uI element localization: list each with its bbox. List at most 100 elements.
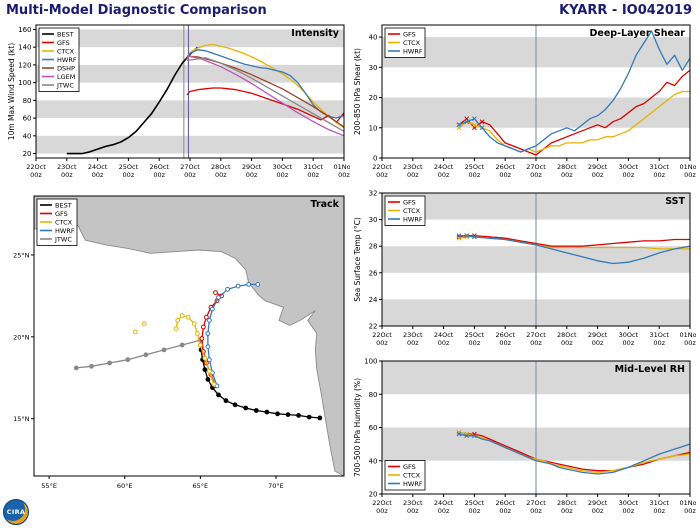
- intensity-band: [36, 64, 344, 83]
- shear-xtick: 00z: [376, 171, 388, 179]
- intensity-xtick: 28Oct: [211, 163, 231, 171]
- shear-xtick: 00z: [623, 171, 635, 179]
- track-marker-BEST: [285, 412, 291, 418]
- intensity-xtick: 00z: [92, 171, 104, 179]
- intensity-xtick: 26Oct: [149, 163, 169, 171]
- track-marker-GFS: [199, 336, 205, 341]
- shear-legend-label-CTCX: CTCX: [403, 39, 421, 47]
- intensity-xtick: 00z: [338, 171, 350, 179]
- shear-xtick: 26Oct: [495, 163, 515, 171]
- rh-legend-label-GFS: GFS: [403, 463, 416, 471]
- sst-chart: 22 24 26 28 30 32 22Oct 00z 23Oct 00z 24Oct 00z 25Oc…: [352, 189, 700, 356]
- intensity-legend-label-DSHP: DSHP: [57, 65, 75, 73]
- sst-ytick: 28: [369, 243, 378, 251]
- rh-xtick: 23Oct: [403, 499, 423, 507]
- sst-legend-label-CTCX: CTCX: [403, 207, 421, 215]
- rh-xtick: 27Oct: [526, 499, 546, 507]
- map-lon-tick: 60°E: [117, 482, 133, 490]
- track-marker-BEST: [275, 411, 280, 417]
- sst-title: SST: [665, 196, 685, 207]
- intensity-ytick: 20: [23, 150, 32, 158]
- track-marker-CTCX: [185, 314, 191, 320]
- shear-ytick: 20: [369, 94, 378, 102]
- track-marker-CTCX: [207, 368, 212, 374]
- sst-x-marker: [472, 234, 477, 240]
- intensity-xtick: 00z: [123, 171, 135, 179]
- rh-xtick: 00z: [561, 507, 573, 515]
- intensity-legend-label-GFS: GFS: [57, 39, 70, 47]
- shear-xtick: 31Oct: [649, 163, 669, 171]
- track-marker-BEST: [296, 413, 302, 418]
- intensity-xtick: 29Oct: [242, 163, 262, 171]
- track-marker-BEST: [306, 414, 312, 420]
- shear-xtick: 00z: [438, 171, 450, 179]
- shear-x-marker: [464, 119, 470, 125]
- track-map: 55°E 60°E 65°E 70°E 15°N 20°N 25°N Track BEST GFS…: [6, 192, 350, 498]
- shear-x-marker: [472, 122, 477, 128]
- track-marker-CTCX-extra: [132, 329, 138, 335]
- track-marker-CTCX-extra: [142, 321, 147, 327]
- intensity-xtick: 00z: [215, 171, 227, 179]
- intensity-series-GFS: [186, 87, 345, 124]
- intensity-xtick: 01Nov: [334, 163, 350, 171]
- shear-xtick: 29Oct: [588, 163, 608, 171]
- shear-xtick: 24Oct: [434, 163, 454, 171]
- intensity-series-JTWC: [186, 57, 345, 132]
- intensity-legend-label-LGEM: LGEM: [57, 73, 75, 81]
- intensity-ytick: 140: [18, 44, 31, 52]
- track-marker-CTCX: [197, 342, 203, 348]
- track-marker-BEST: [223, 398, 229, 404]
- intensity-band: [36, 29, 344, 48]
- sst-xtick: 30Oct: [619, 331, 639, 339]
- intensity-title: Intensity: [291, 28, 339, 39]
- rh-xtick: 28Oct: [557, 499, 577, 507]
- rh-xtick: 30Oct: [619, 499, 639, 507]
- sst-x-marker: [464, 233, 470, 238]
- track-marker-JTWC: [161, 347, 167, 353]
- intensity-frame: [35, 24, 345, 159]
- intensity-xtick: 31Oct: [303, 163, 323, 171]
- track-marker-CTCX: [175, 317, 181, 323]
- map-lon-tick: 55°E: [41, 482, 57, 490]
- shear-x-marker: [479, 125, 485, 131]
- map-lon-tick: 70°E: [268, 482, 284, 490]
- sst-xtick: 24Oct: [434, 331, 454, 339]
- track-marker-BEST: [232, 402, 238, 408]
- sst-ytick: 32: [369, 190, 378, 198]
- track-marker-HWRF: [205, 344, 211, 350]
- shear-xtick: 00z: [561, 171, 573, 179]
- rh-xtick: 00z: [530, 507, 542, 515]
- sst-xtick: 00z: [530, 339, 542, 347]
- sst-xtick: 27Oct: [526, 331, 546, 339]
- shear-xtick: 01Nov: [680, 163, 696, 171]
- sst-xtick: 01Nov: [680, 331, 696, 339]
- shear-frame: [381, 24, 691, 159]
- intensity-legend-label-BEST: BEST: [57, 31, 74, 39]
- shear-xtick: 27Oct: [526, 163, 546, 171]
- sst-series-GFS: [458, 234, 690, 247]
- shear-xtick: 00z: [530, 171, 542, 179]
- sst-ylabel: Sea Surface Temp (°C): [353, 217, 362, 302]
- sst-xtick: 29Oct: [588, 331, 608, 339]
- rh-legend-label-HWRF: HWRF: [403, 480, 423, 488]
- intensity-ytick: 120: [18, 61, 31, 69]
- sst-frame: [381, 192, 691, 327]
- rh-xtick: 00z: [499, 507, 511, 515]
- rh-x-marker: [464, 433, 470, 439]
- intensity-ytick: 40: [23, 132, 32, 140]
- track-marker-HWRF: [207, 357, 212, 363]
- intensity-xtick: 24Oct: [88, 163, 108, 171]
- track-marker-HWRF: [210, 306, 215, 312]
- cira-logo: CIRA: [3, 499, 29, 525]
- rh-xtick: 00z: [376, 507, 388, 515]
- sst-ytick: 26: [369, 269, 378, 277]
- rh-xtick: 29Oct: [588, 499, 608, 507]
- rh-legend-label-CTCX: CTCX: [403, 472, 421, 480]
- intensity-svg: 2040608010012014016022Oct00z23Oct00z24Oc…: [7, 24, 355, 179]
- rh-xtick: 00z: [438, 507, 450, 515]
- rh-xtick: 00z: [623, 507, 635, 515]
- rh-x-marker: [472, 433, 477, 439]
- rh-ytick: 60: [369, 424, 378, 432]
- map-lat-tick: 25°N: [13, 251, 30, 259]
- intensity-xtick: 22Oct: [26, 163, 46, 171]
